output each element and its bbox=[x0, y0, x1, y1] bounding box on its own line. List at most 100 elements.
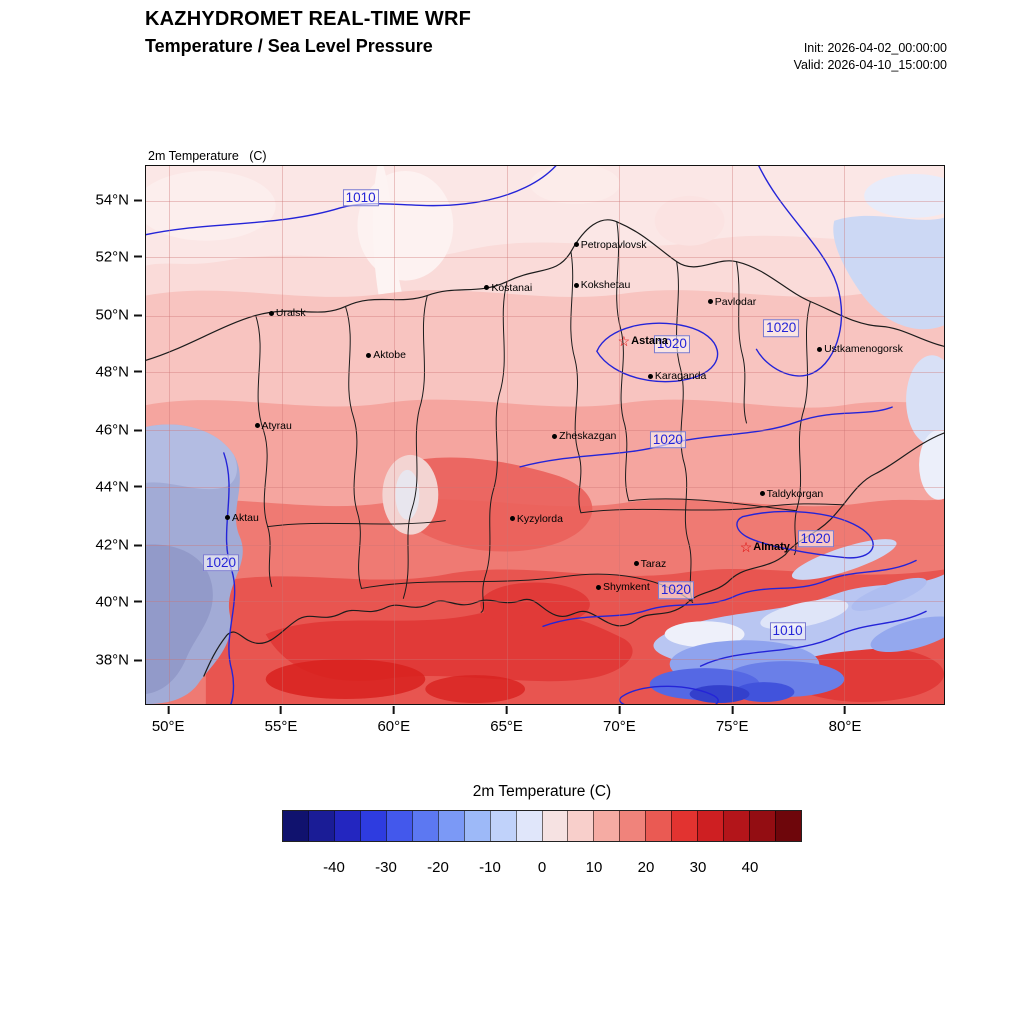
city-label: Kokshetau bbox=[580, 279, 631, 292]
map-overlays: 1010 1020 1020 1020 1020 1020 1020 1010 Petropav… bbox=[146, 166, 944, 704]
city-dot-icon bbox=[484, 285, 490, 291]
city-astana: ☆ Astana bbox=[618, 334, 668, 348]
colorbar-ticks: -40 -30 -20 -10 0 10 20 30 40 bbox=[282, 859, 802, 881]
city-kyzylorda: Kyzylorda bbox=[509, 513, 563, 525]
city-almaty: ☆ Almaty bbox=[739, 539, 790, 556]
temperature-field-label: 2m Temperature (C) bbox=[148, 149, 267, 163]
city-ustkamenogorsk: Ustkamenogorsk bbox=[817, 343, 903, 355]
lat-tick-label: 42°N bbox=[95, 536, 129, 554]
lon-tick: 80°E bbox=[828, 706, 862, 735]
lon-tick-label: 60°E bbox=[377, 718, 411, 735]
city-label: Uralsk bbox=[275, 307, 306, 320]
colorbar-tick-label: -30 bbox=[375, 859, 397, 876]
lon-tick-label: 70°E bbox=[603, 718, 636, 735]
city-zheskazgan: Zheskazgan bbox=[552, 430, 616, 442]
init-time: Init: 2026-04-02_00:00:00 bbox=[803, 41, 947, 55]
colorbar-cell bbox=[307, 811, 334, 841]
colorbar-tick-label: -20 bbox=[427, 859, 449, 876]
pressure-contour-label: 1010 bbox=[769, 622, 806, 641]
city-dot-icon bbox=[254, 423, 260, 429]
lon-tickmark bbox=[843, 706, 846, 714]
city-dot-icon bbox=[224, 515, 230, 521]
lon-tick: 75°E bbox=[716, 706, 749, 735]
lat-tickmark bbox=[134, 199, 142, 202]
colorbar-cell bbox=[541, 811, 568, 841]
lon-tickmark bbox=[392, 706, 395, 714]
lat-tickmark bbox=[134, 429, 142, 432]
pressure-contour-label: 1020 bbox=[797, 530, 834, 548]
colorbar-tick-label: -10 bbox=[479, 859, 501, 876]
city-label: Taldykorgan bbox=[766, 487, 824, 500]
lat-tick-label: 50°N bbox=[95, 306, 129, 324]
gridline-vertical bbox=[281, 166, 283, 704]
lat-tick-label: 40°N bbox=[95, 593, 129, 611]
colorbar-cells bbox=[282, 810, 802, 842]
lon-axis: 50°E 55°E 60°E 65°E 70°E 75°E 80°E bbox=[145, 706, 945, 746]
colorbar-cell bbox=[385, 811, 412, 841]
lat-tickmark bbox=[134, 600, 142, 603]
lon-tick-label: 55°E bbox=[264, 718, 298, 735]
lat-tick: 50°N bbox=[95, 307, 142, 324]
lat-tickmark bbox=[134, 659, 142, 662]
city-label: Atyrau bbox=[261, 419, 292, 432]
city-kokshetau: Kokshetau bbox=[573, 279, 631, 292]
lat-tickmark bbox=[134, 370, 142, 373]
colorbar-tick-label: 40 bbox=[741, 859, 759, 876]
lat-tick: 52°N bbox=[95, 248, 142, 265]
gridline-vertical bbox=[844, 166, 846, 704]
gridline-horizontal bbox=[146, 430, 944, 432]
city-uralsk: Uralsk bbox=[268, 307, 306, 320]
lat-tickmark bbox=[134, 255, 142, 258]
colorbar-cell bbox=[359, 811, 386, 841]
gridline-horizontal bbox=[146, 372, 944, 374]
city-petropavlovsk: Petropavlovsk bbox=[573, 239, 647, 251]
gridline-horizontal bbox=[146, 257, 944, 259]
lat-tick: 38°N bbox=[95, 652, 142, 669]
colorbar-cell bbox=[749, 811, 776, 841]
city-taldykorgan: Taldykorgan bbox=[759, 487, 824, 500]
colorbar-cell bbox=[645, 811, 672, 841]
city-star-icon: ☆ bbox=[739, 539, 753, 556]
colorbar-tick-label: -40 bbox=[323, 859, 345, 876]
lat-tickmark bbox=[134, 485, 142, 488]
pressure-contour-label: 1010 bbox=[342, 188, 379, 207]
city-dot-icon bbox=[647, 373, 653, 379]
page-title: KAZHYDROMET REAL-TIME WRF bbox=[145, 8, 472, 30]
colorbar-cell bbox=[775, 811, 802, 841]
lat-tick: 40°N bbox=[95, 593, 142, 610]
lat-tick-label: 52°N bbox=[95, 248, 129, 266]
colorbar-cell bbox=[697, 811, 724, 841]
lat-tickmark bbox=[134, 314, 142, 317]
pressure-contour-label: 1020 bbox=[657, 581, 694, 600]
city-shymkent: Shymkent bbox=[596, 581, 650, 593]
lat-tick: 46°N bbox=[95, 422, 142, 439]
pressure-contour-label: 1020 bbox=[649, 431, 686, 449]
gridline-horizontal bbox=[146, 486, 944, 488]
lat-tick: 42°N bbox=[95, 537, 142, 554]
city-dot-icon bbox=[596, 584, 602, 590]
colorbar-cell bbox=[567, 811, 594, 841]
city-dot-icon bbox=[268, 310, 274, 316]
city-label: Aktau bbox=[231, 511, 259, 524]
valid-time: Valid: 2026-04-10_15:00:00 bbox=[793, 57, 947, 72]
city-dot-icon bbox=[552, 433, 558, 439]
city-dot-icon bbox=[707, 299, 713, 305]
city-label: Almaty bbox=[753, 541, 790, 554]
city-label: Kostanai bbox=[491, 281, 533, 294]
page-subtitle: Temperature / Sea Level Pressure bbox=[145, 36, 433, 56]
temperature-field bbox=[146, 166, 944, 704]
colorbar-title: 2m Temperature (C) bbox=[472, 783, 612, 800]
lon-tickmark bbox=[618, 706, 621, 714]
lat-tick: 54°N bbox=[95, 192, 142, 209]
run-info: Init: 2026-04-02_00:00:00 Valid: 2026-04… bbox=[794, 40, 947, 74]
city-dot-icon bbox=[509, 516, 515, 522]
lon-tick: 70°E bbox=[603, 706, 636, 735]
colorbar-cell bbox=[593, 811, 620, 841]
lon-tick-label: 80°E bbox=[828, 718, 862, 735]
lon-tick: 50°E bbox=[152, 706, 185, 735]
colorbar-tick-label: 30 bbox=[689, 859, 707, 876]
city-aktau: Aktau bbox=[224, 511, 259, 524]
lat-tick-label: 54°N bbox=[95, 191, 129, 209]
pressure-contour-label: 1020 bbox=[202, 553, 240, 572]
lat-tick: 48°N bbox=[95, 363, 142, 380]
